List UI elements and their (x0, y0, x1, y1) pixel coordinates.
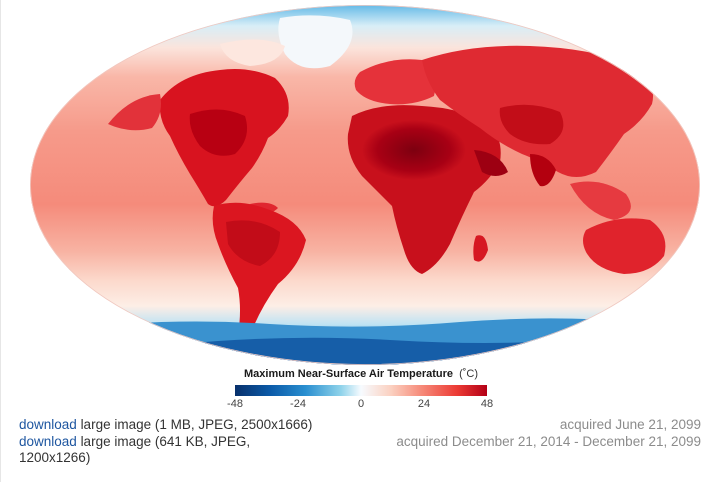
download-link[interactable]: download (19, 434, 77, 449)
legend-title: Maximum Near-Surface Air Temperature (˚C) (200, 368, 522, 380)
australia (583, 218, 666, 274)
greenland (278, 15, 353, 69)
globe-outline (30, 5, 700, 365)
north-america-hot (189, 109, 248, 156)
arctic-islands (220, 39, 285, 66)
southeast-asia (570, 181, 631, 220)
arabia (474, 150, 508, 176)
temperature-map (30, 4, 700, 368)
india (530, 154, 556, 187)
download-description: large image (641 KB, JPEG, 1200x1266) (19, 434, 251, 465)
download-row: download large image (641 KB, JPEG, 1200… (19, 434, 319, 466)
europe (354, 59, 436, 105)
legend-tick: 0 (357, 398, 365, 410)
acquired-date: acquired June 21, 2099 (559, 417, 701, 432)
download-row: download large image (1 MB, JPEG, 2500x1… (19, 417, 312, 433)
mollweide-globe (30, 5, 700, 365)
legend-tick: 48 (480, 398, 494, 410)
legend-tick: -24 (290, 398, 306, 410)
legend-tick: 24 (417, 398, 431, 410)
central-asia-hot (499, 104, 564, 145)
download-link[interactable]: download (19, 417, 77, 432)
legend-tick: -48 (227, 398, 243, 410)
alaska (108, 94, 161, 131)
page-border (0, 0, 1, 482)
download-description: large image (1 MB, JPEG, 2500x1666) (80, 417, 313, 432)
globe-body (30, 5, 700, 365)
legend-color-bar (235, 385, 487, 396)
amazon (226, 220, 280, 266)
legend-unit: (˚C) (459, 368, 478, 380)
legend-title-text: Maximum Near-Surface Air Temperature (243, 368, 454, 380)
sahara (362, 120, 466, 180)
madagascar (473, 235, 488, 262)
acquired-date: acquired December 21, 2014 - December 21… (396, 434, 701, 449)
